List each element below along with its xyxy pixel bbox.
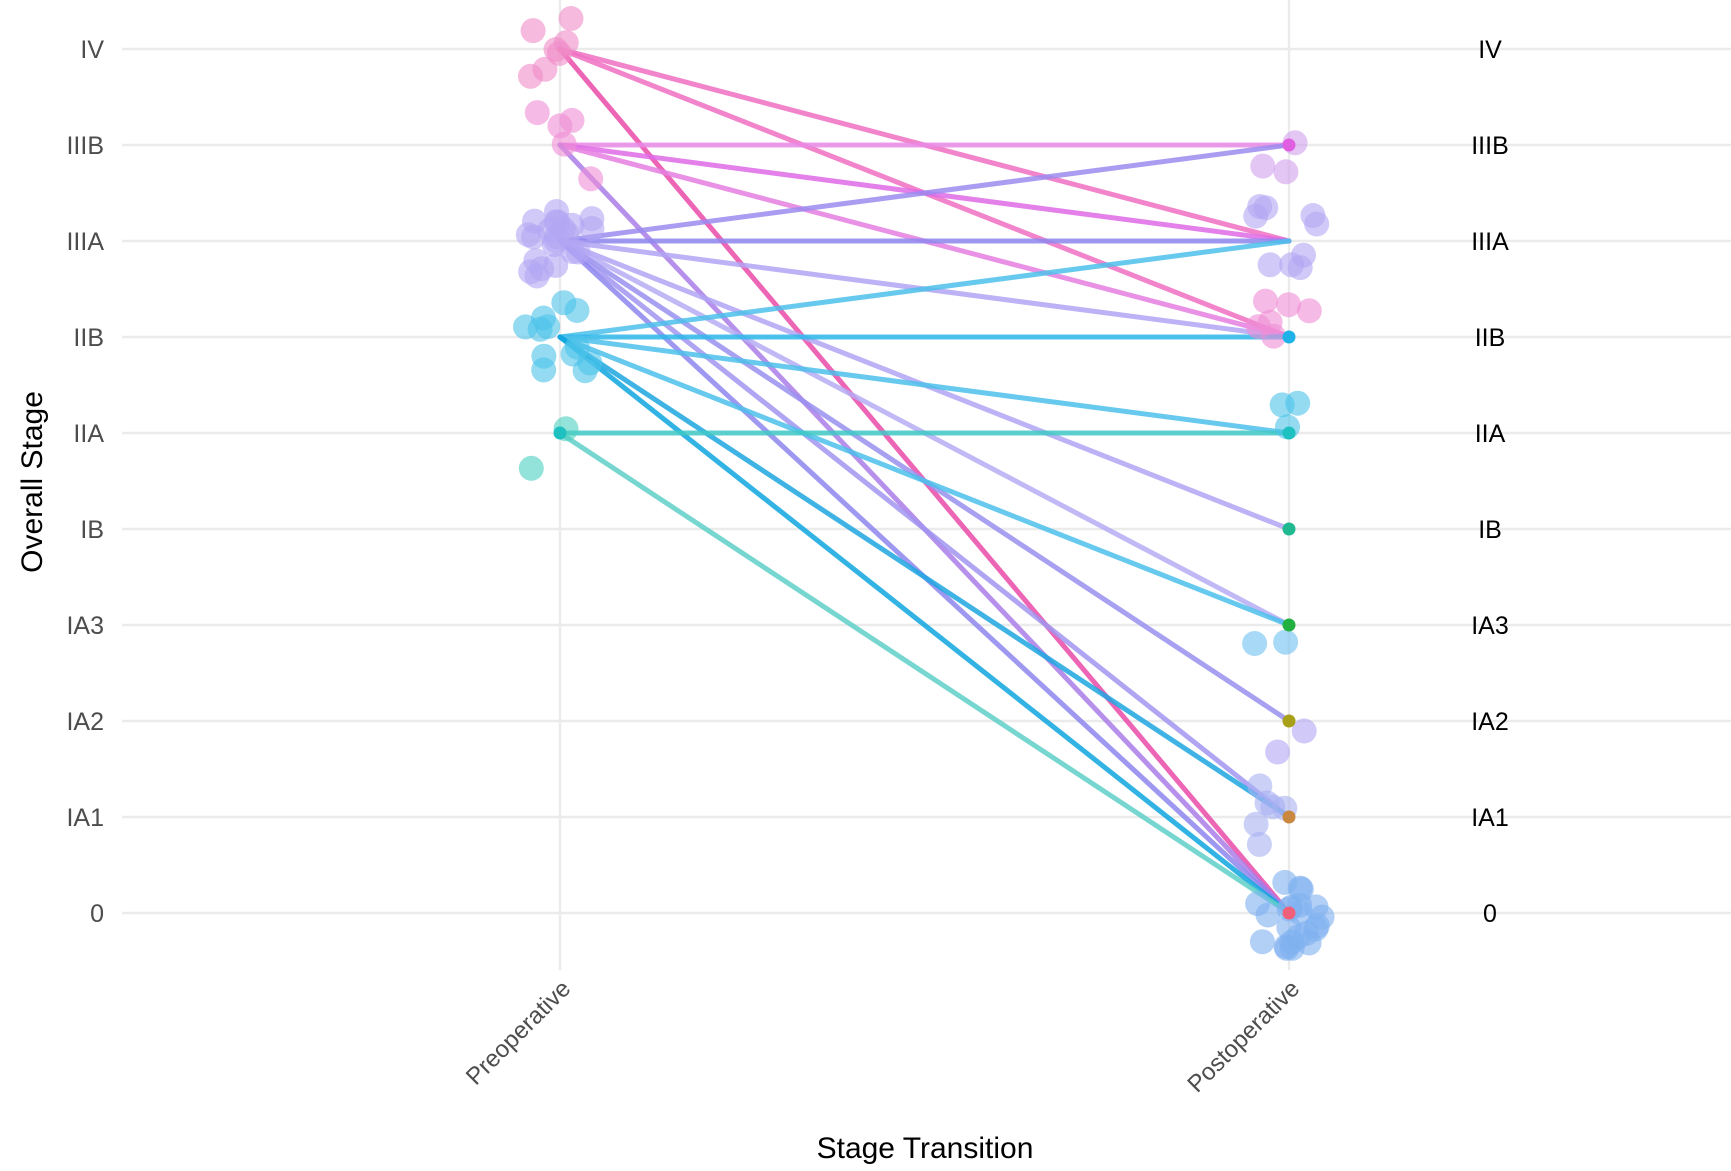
- stage-marker-0: [1282, 906, 1296, 920]
- y-tick-iiib: IIIB: [66, 132, 104, 160]
- point-postoperative-0: [1274, 935, 1300, 961]
- point-postoperative-iiib: [1273, 159, 1299, 185]
- point-preoperative-iiib: [578, 166, 604, 192]
- point-postoperative-0: [1255, 902, 1281, 928]
- point-postoperative-iib: [1276, 292, 1302, 318]
- point-postoperative-0: [1249, 929, 1275, 955]
- point-postoperative-ia1: [1243, 811, 1269, 837]
- y-tick-ib: IB: [80, 516, 104, 544]
- right-label-iv: IV: [1478, 36, 1502, 64]
- point-preoperative-iiia: [515, 222, 541, 248]
- point-postoperative-iib: [1296, 298, 1322, 324]
- point-postoperative-iib: [1257, 309, 1283, 335]
- stage-marker-ib: [1282, 522, 1296, 536]
- point-preoperative-iiib: [551, 131, 577, 157]
- x-tick-labels: Preoperative Postoperative: [461, 975, 1305, 1098]
- point-postoperative-iib: [1253, 288, 1278, 314]
- stage-marker-ia2: [1282, 714, 1296, 728]
- point-postoperative-0: [1288, 876, 1314, 902]
- transition-line-iib-to-ia1: [557, 334, 1292, 820]
- x-axis-title: Stage Transition: [817, 1132, 1034, 1165]
- y-axis-title: Overall Stage: [16, 391, 49, 573]
- point-preoperative-iiia: [579, 215, 605, 241]
- right-label-0: 0: [1483, 900, 1497, 928]
- transition-line-iia-to-0: [557, 430, 1292, 916]
- point-preoperative-iv: [532, 56, 558, 82]
- y-tick-0: 0: [90, 900, 104, 928]
- right-label-ia1: IA1: [1471, 804, 1509, 832]
- point-preoperative-iiia: [543, 252, 569, 278]
- right-label-iiib: IIIB: [1471, 132, 1509, 160]
- point-postoperative-iia: [1269, 392, 1295, 418]
- y-tick-labels: 0 IA1 IA2 IA3 IB IIA IIB IIIA IIIB IV: [66, 36, 104, 928]
- y-tick-ia3: IA3: [66, 612, 104, 640]
- point-postoperative-0: [1303, 916, 1329, 942]
- transition-lines: [557, 46, 1292, 916]
- stage-marker-iiib: [1282, 138, 1296, 152]
- right-label-iib: IIB: [1475, 324, 1506, 352]
- point-preoperative-iiib: [559, 107, 585, 133]
- point-preoperative-iib: [513, 314, 538, 340]
- right-label-ia3: IA3: [1471, 612, 1509, 640]
- stage-marker-ia1: [1282, 810, 1296, 824]
- transition-line-iib-to-ia3: [557, 334, 1292, 628]
- transition-line-iiia-to-iiib: [557, 142, 1292, 244]
- point-preoperative-iv: [558, 6, 584, 31]
- right-label-iia: IIA: [1475, 420, 1506, 448]
- point-postoperative-iiia: [1257, 252, 1283, 278]
- transition-line-iib-to-iiia: [557, 238, 1292, 340]
- point-postoperative-iiia: [1279, 252, 1305, 278]
- point-postoperative-iiia: [1300, 203, 1326, 228]
- point-preoperative-iib: [531, 357, 557, 383]
- x-tick-postoperative: Postoperative: [1182, 975, 1305, 1098]
- point-postoperative-ia2: [1265, 739, 1291, 765]
- y-tick-iv: IV: [80, 36, 104, 64]
- stage-points: [513, 6, 1335, 961]
- y-tick-ia1: IA1: [66, 804, 104, 832]
- y-tick-ia2: IA2: [66, 708, 104, 736]
- point-preoperative-iiia: [544, 224, 570, 250]
- stage-marker-ia3: [1282, 618, 1296, 632]
- x-tick-preoperative: Preoperative: [461, 975, 576, 1090]
- stage-markers: [553, 138, 1296, 920]
- point-postoperative-ia1: [1246, 831, 1272, 857]
- stage-marker-iib: [1282, 330, 1296, 344]
- point-preoperative-iv: [520, 18, 546, 44]
- point-postoperative-iiib: [1250, 153, 1276, 179]
- point-preoperative-iiib: [524, 100, 550, 126]
- right-label-ia2: IA2: [1471, 708, 1509, 736]
- right-stage-labels: 0 IA1 IA2 IA3 IB IIA IIB IIIA IIIB IV: [1471, 36, 1509, 928]
- point-postoperative-iiia: [1247, 194, 1273, 219]
- y-tick-iia: IIA: [73, 420, 104, 448]
- point-postoperative-ia3: [1242, 631, 1268, 656]
- transition-line-iib-to-iia: [557, 334, 1292, 436]
- point-postoperative-ia3: [1273, 629, 1299, 655]
- stage-marker-pre-iia: [553, 426, 567, 440]
- point-preoperative-iv: [553, 30, 579, 56]
- point-postoperative-ia2: [1291, 718, 1317, 744]
- point-preoperative-iib: [551, 290, 577, 316]
- y-tick-iiia: IIIA: [66, 228, 104, 256]
- point-preoperative-iib: [560, 341, 586, 367]
- y-tick-iib: IIB: [73, 324, 104, 352]
- point-preoperative-iiia: [544, 199, 569, 224]
- point-preoperative-iia: [518, 455, 544, 481]
- right-label-ib: IB: [1478, 516, 1502, 544]
- right-label-iiia: IIIA: [1471, 228, 1509, 256]
- stage-marker-iia: [1282, 426, 1296, 440]
